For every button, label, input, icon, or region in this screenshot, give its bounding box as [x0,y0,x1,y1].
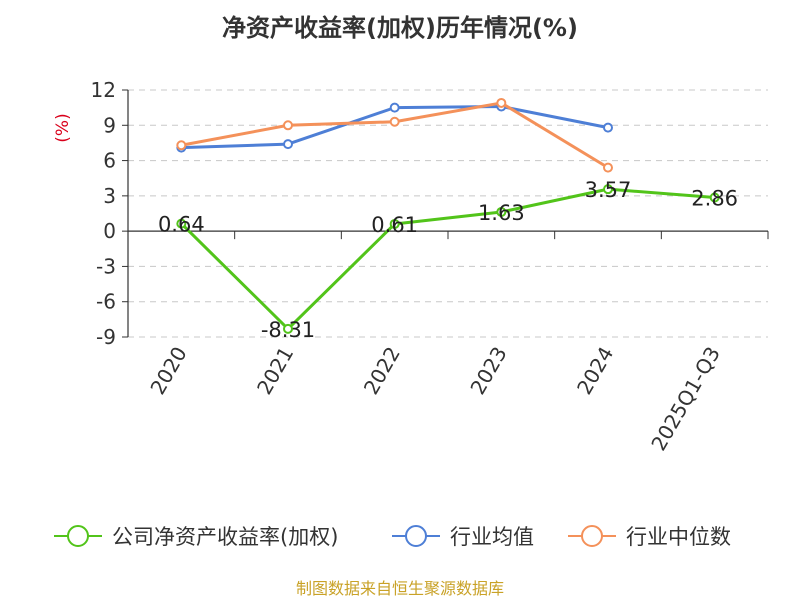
y-tick-label: 12 [91,78,116,102]
y-tick-labels: 12 9 6 3 0 -3 -6 -9 [91,78,116,349]
data-point [389,218,400,229]
legend-swatch-marker [581,525,603,547]
x-tick-label: 2024 [572,343,618,399]
data-point [496,97,507,108]
data-source-note: 制图数据来自恒生聚源数据库 [296,579,504,598]
y-axis-unit: (%) [53,113,73,142]
data-label: 1.63 [478,201,525,225]
legend-label: 公司净资产收益率(加权) [112,525,338,549]
data-point [709,192,720,203]
x-tick-label: 2021 [252,343,298,399]
data-labels: 0.64 -8.31 0.61 1.63 3.57 2.86 [158,178,738,342]
legend-label: 行业中位数 [626,525,731,549]
data-label: 2.86 [691,187,738,211]
x-tick-label: 2020 [145,343,191,399]
legend-swatch-marker [67,525,89,547]
data-point [389,116,400,127]
data-point [496,206,507,217]
x-tick-label: 2022 [359,343,405,399]
y-tick-label: 0 [103,219,116,243]
y-tick-label: 6 [103,149,116,173]
data-point [389,102,400,113]
legend-label: 行业均值 [450,525,534,549]
chart-title: 净资产收益率(加权)历年情况(%) [222,14,578,42]
x-tick-labels: 2020 2021 2022 2023 2024 2025Q1-Q3 [145,343,725,455]
data-label: 0.61 [371,213,418,237]
y-tick-label: -3 [96,254,116,278]
grid-lines [128,89,768,338]
data-point [603,162,613,173]
data-label: 3.57 [585,178,632,202]
x-tick-label: 2023 [465,343,511,399]
data-point [176,140,187,151]
y-tick-label: -9 [96,325,116,349]
data-label: -8.31 [261,318,315,342]
data-point [283,120,293,131]
data-point [283,323,293,334]
data-point [176,218,187,229]
data-point [603,184,613,195]
x-tick-label: 2025Q1-Q3 [646,343,725,455]
y-tick-label: -6 [96,290,116,314]
axes [122,89,769,338]
data-label: 0.64 [158,213,205,237]
series-line [180,187,715,331]
data-point [283,139,293,150]
series-lines [176,97,720,334]
y-tick-label: 9 [103,113,116,137]
y-tick-label: 3 [103,184,116,208]
legend: 公司净资产收益率(加权) 行业均值 行业中位数 [54,525,731,549]
data-point [603,122,613,133]
legend-swatch-marker [405,525,427,547]
